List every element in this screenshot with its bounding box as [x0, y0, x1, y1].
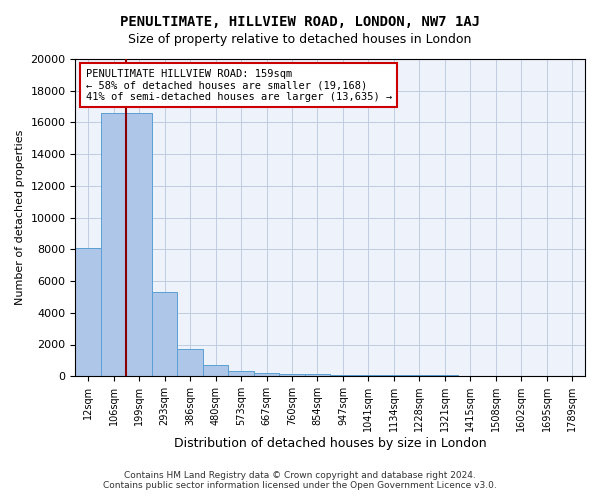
Bar	[203, 365, 228, 376]
Bar	[279, 374, 305, 376]
Bar	[254, 372, 279, 376]
Bar	[381, 375, 407, 376]
Bar	[228, 370, 254, 376]
Bar	[356, 375, 381, 376]
Bar	[127, 113, 152, 376]
Bar	[76, 248, 101, 376]
Bar	[152, 292, 178, 376]
Text: PENULTIMATE, HILLVIEW ROAD, LONDON, NW7 1AJ: PENULTIMATE, HILLVIEW ROAD, LONDON, NW7 …	[120, 15, 480, 29]
X-axis label: Distribution of detached houses by size in London: Distribution of detached houses by size …	[174, 437, 487, 450]
Bar	[305, 374, 330, 376]
Text: Contains HM Land Registry data © Crown copyright and database right 2024.
Contai: Contains HM Land Registry data © Crown c…	[103, 470, 497, 490]
Text: PENULTIMATE HILLVIEW ROAD: 159sqm
← 58% of detached houses are smaller (19,168)
: PENULTIMATE HILLVIEW ROAD: 159sqm ← 58% …	[86, 68, 392, 102]
Bar	[330, 374, 356, 376]
Text: Size of property relative to detached houses in London: Size of property relative to detached ho…	[128, 32, 472, 46]
Bar	[101, 113, 127, 376]
Y-axis label: Number of detached properties: Number of detached properties	[15, 130, 25, 306]
Bar	[178, 350, 203, 376]
